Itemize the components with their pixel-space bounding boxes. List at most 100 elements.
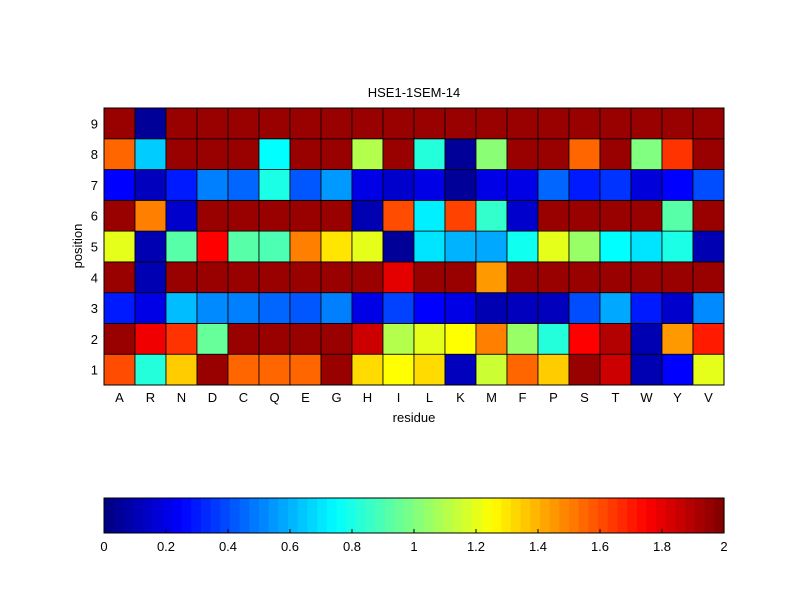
cell-5-Y [661, 230, 694, 263]
colorbar-band [307, 498, 318, 533]
colorbar-band [665, 498, 677, 533]
cell-1-I [382, 353, 415, 386]
cell-4-I [382, 261, 415, 294]
colorbar-band [414, 498, 425, 533]
x-tick-T: T [612, 390, 620, 405]
colorbar-tick-0.2: 0.2 [157, 539, 175, 554]
y-tick-8: 8 [91, 147, 98, 162]
cell-4-S [568, 261, 601, 294]
y-tick-4: 4 [91, 270, 98, 285]
cell-3-H [351, 292, 384, 324]
cell-6-Q [258, 199, 291, 232]
colorbar-band [501, 498, 512, 533]
cell-9-W [630, 107, 663, 140]
cell-1-F [506, 353, 539, 386]
colorbar-band [404, 498, 415, 533]
cell-9-Q [258, 107, 291, 140]
colorbar-band [113, 498, 124, 533]
cell-5-G [320, 230, 353, 263]
colorbar-tick-labels: 0 0.2 0.4 0.6 0.8 1 1.2 1.4 1.6 1.8 2 [100, 529, 728, 554]
cell-2-Q [258, 323, 291, 355]
cell-2-G [320, 323, 353, 355]
cell-4-G [320, 261, 353, 294]
cell-3-D [196, 292, 229, 324]
cell-6-K [444, 199, 477, 232]
cell-6-R [134, 199, 167, 232]
cell-1-W [630, 353, 663, 386]
x-tick-Y: Y [673, 390, 682, 405]
colorbar-band [191, 498, 202, 533]
cell-1-D [196, 353, 229, 386]
colorbar-band [714, 498, 725, 533]
cell-7-P [537, 169, 570, 201]
cell-4-L [413, 261, 446, 294]
colorbar-tick-1: 1 [410, 539, 417, 554]
colorbar-band [249, 498, 260, 533]
x-tick-L: L [426, 390, 433, 405]
colorbar-band [704, 498, 715, 533]
x-tick-K: K [456, 390, 465, 405]
colorbar-band [259, 498, 270, 533]
colorbar-band [123, 498, 134, 533]
cell-4-Q [258, 261, 291, 294]
cell-4-T [599, 261, 632, 294]
colorbar-band [181, 498, 192, 533]
colorbar-band [375, 498, 386, 533]
x-tick-G: G [331, 390, 341, 405]
cell-4-H [351, 261, 384, 294]
colorbar-band [452, 498, 464, 533]
cell-4-N [165, 261, 198, 294]
cell-4-M [475, 261, 508, 294]
colorbar-band [394, 498, 405, 533]
cell-5-A [103, 230, 136, 263]
cell-4-E [289, 261, 322, 294]
y-tick-1: 1 [91, 363, 98, 378]
cell-5-N [165, 230, 198, 263]
y-tick-6: 6 [91, 209, 98, 224]
x-tick-V: V [704, 390, 713, 405]
cell-3-Q [258, 292, 291, 324]
cell-7-V [692, 169, 725, 201]
cell-9-T [599, 107, 632, 140]
cell-6-I [382, 199, 415, 232]
cell-1-R [134, 353, 167, 386]
cell-7-H [351, 169, 384, 201]
x-tick-W: W [640, 390, 653, 405]
colorbar-band [481, 498, 493, 533]
cell-9-R [134, 107, 167, 140]
cell-7-A [103, 169, 136, 201]
cell-9-G [320, 107, 353, 140]
cell-7-F [506, 169, 539, 201]
cell-6-S [568, 199, 601, 232]
cell-8-V [692, 138, 725, 170]
colorbar-band [433, 498, 444, 533]
cell-6-E [289, 199, 322, 232]
cell-5-Q [258, 230, 291, 263]
cell-1-T [599, 353, 632, 386]
x-tick-Q: Q [269, 390, 279, 405]
cell-3-M [475, 292, 508, 324]
cell-2-F [506, 323, 539, 355]
colorbar-band [200, 498, 212, 533]
cell-2-H [351, 323, 384, 355]
cell-7-D [196, 169, 229, 201]
x-tick-I: I [397, 390, 401, 405]
colorbar-band [530, 498, 541, 533]
y-tick-7: 7 [91, 178, 98, 193]
colorbar-tick-0.8: 0.8 [343, 539, 361, 554]
cell-1-E [289, 353, 322, 386]
cell-8-D [196, 138, 229, 170]
chart-title: HSE1-1SEM-14 [368, 85, 460, 100]
cell-3-V [692, 292, 725, 324]
x-axis-label: residue [393, 410, 436, 425]
colorbar-band [443, 498, 454, 533]
cell-4-W [630, 261, 663, 294]
cell-2-V [692, 323, 725, 355]
colorbar-band [656, 498, 667, 533]
cell-2-L [413, 323, 446, 355]
cell-9-D [196, 107, 229, 140]
cell-3-Y [661, 292, 694, 324]
colorbar-band [384, 498, 396, 533]
colorbar-band [365, 498, 376, 533]
colorbar-band [133, 498, 144, 533]
